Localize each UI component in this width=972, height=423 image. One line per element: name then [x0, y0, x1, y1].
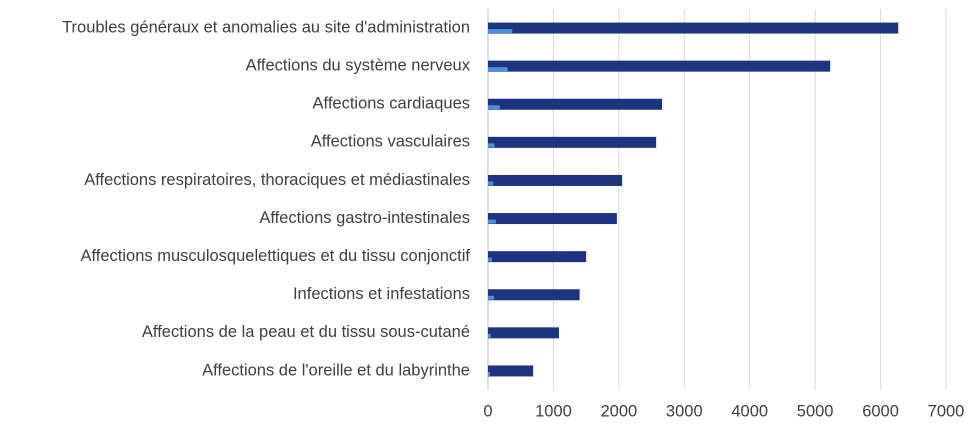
- bar: [488, 29, 513, 34]
- y-tick-label: Troubles généraux et anomalies au site d…: [62, 18, 470, 36]
- x-tick-label: 4000: [731, 402, 768, 420]
- bar: [488, 67, 508, 72]
- bar: [488, 289, 580, 301]
- bar: [488, 295, 494, 300]
- y-tick-label: Affections gastro-intestinales: [259, 209, 470, 227]
- x-tick-label: 1000: [535, 402, 572, 420]
- y-tick-label: Infections et infestations: [293, 285, 470, 303]
- y-tick-label: Affections de l'oreille et du labyrinthe: [202, 361, 470, 379]
- y-tick-label: Affections musculosquelettiques et du ti…: [81, 247, 471, 265]
- x-tick-label: 6000: [862, 402, 899, 420]
- x-tick-label: 0: [483, 402, 492, 420]
- y-tick-label: Affections vasculaires: [311, 133, 470, 151]
- bar: [488, 105, 500, 110]
- bar: [488, 257, 492, 262]
- bar: [488, 22, 899, 34]
- bar: [488, 60, 831, 72]
- bar: [488, 327, 559, 339]
- bar: [488, 213, 617, 225]
- bar: [488, 143, 495, 148]
- bar: [488, 365, 534, 377]
- bar: [488, 219, 496, 224]
- bar: [488, 174, 623, 186]
- bar: [488, 98, 663, 110]
- x-tick-label: 3000: [666, 402, 703, 420]
- bar: [488, 333, 491, 338]
- y-tick-label: Affections du système nerveux: [246, 57, 471, 75]
- bar: [488, 181, 494, 186]
- y-tick-label: Affections respiratoires, thoraciques et…: [84, 171, 470, 189]
- y-tick-label: Affections de la peau et du tissu sous-c…: [142, 323, 470, 341]
- x-tick-label: 7000: [928, 402, 965, 420]
- y-tick-label: Affections cardiaques: [313, 95, 470, 113]
- bar: [488, 371, 490, 376]
- x-tick-label: 2000: [600, 402, 637, 420]
- bar: [488, 251, 587, 263]
- x-tick-label: 5000: [797, 402, 834, 420]
- bar: [488, 136, 657, 148]
